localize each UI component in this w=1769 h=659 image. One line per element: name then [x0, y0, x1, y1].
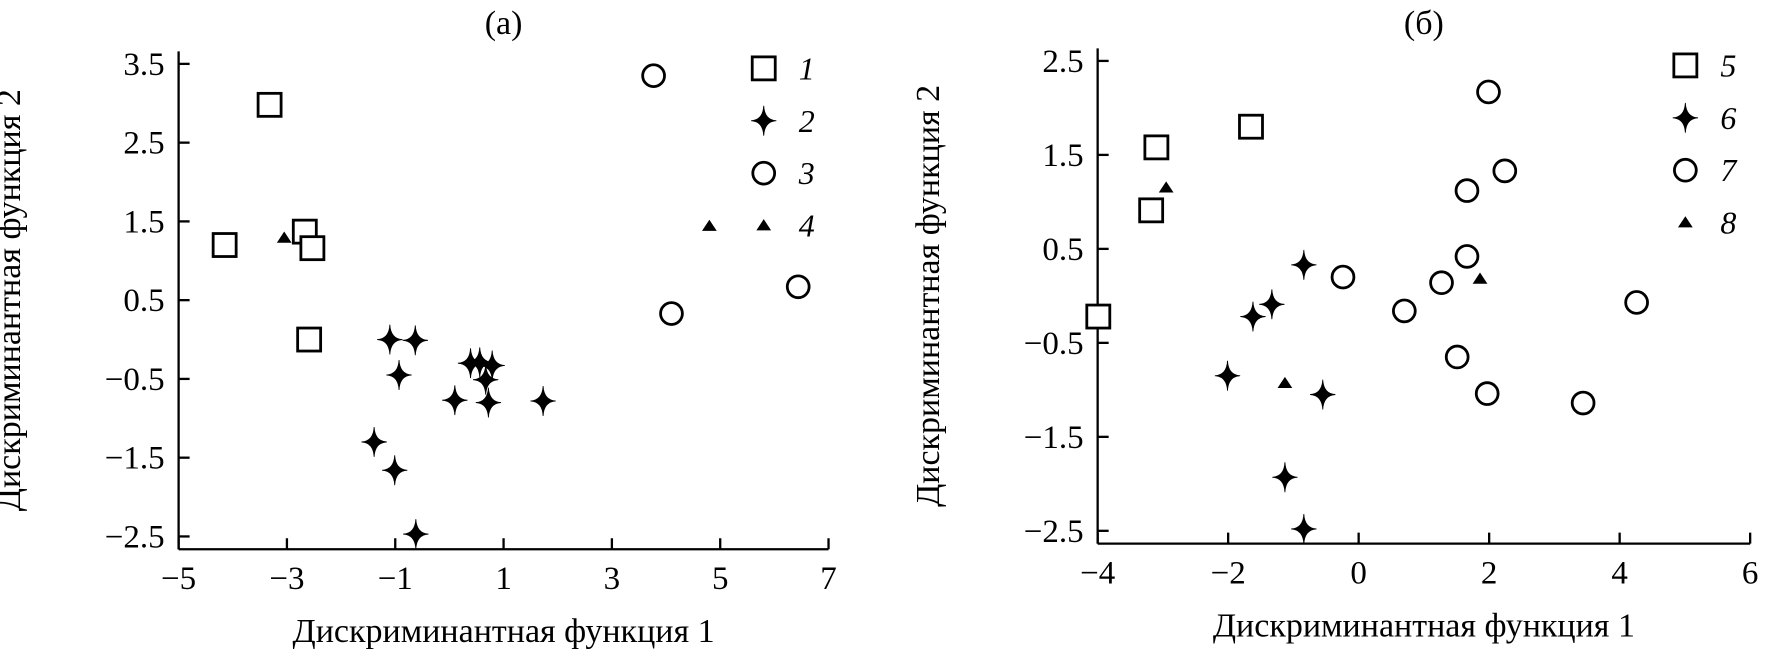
svg-text:Дискриминантная функция 1: Дискриминантная функция 1 — [293, 613, 715, 650]
svg-text:3: 3 — [604, 561, 621, 597]
svg-text:1: 1 — [799, 50, 815, 86]
svg-text:Дискриминантная функция 2: Дискриминантная функция 2 — [910, 85, 947, 507]
svg-text:2.5: 2.5 — [123, 126, 164, 162]
svg-text:−2: −2 — [1211, 556, 1246, 592]
svg-text:0.5: 0.5 — [1042, 232, 1083, 268]
svg-text:Дискриминантная функция 1: Дискриминантная функция 1 — [1213, 608, 1635, 645]
svg-text:−0.5: −0.5 — [105, 362, 165, 398]
svg-text:7: 7 — [820, 561, 837, 597]
svg-text:−2.5: −2.5 — [105, 519, 165, 555]
svg-text:−2.5: −2.5 — [1024, 514, 1084, 550]
svg-text:5: 5 — [1720, 47, 1736, 83]
svg-text:8: 8 — [1720, 205, 1736, 241]
svg-text:−1: −1 — [378, 561, 413, 597]
svg-text:3: 3 — [798, 155, 815, 191]
svg-text:−1.5: −1.5 — [105, 441, 165, 477]
svg-text:2.5: 2.5 — [1042, 44, 1083, 80]
svg-text:6: 6 — [1720, 100, 1736, 136]
svg-text:4: 4 — [1611, 556, 1628, 592]
svg-text:7: 7 — [1720, 152, 1738, 188]
svg-text:0: 0 — [1350, 556, 1367, 592]
svg-text:4: 4 — [799, 208, 815, 244]
svg-text:−1.5: −1.5 — [1024, 420, 1084, 456]
svg-text:2: 2 — [1481, 556, 1498, 592]
svg-text:(б): (б) — [1404, 5, 1444, 42]
svg-text:0.5: 0.5 — [123, 283, 164, 319]
svg-text:6: 6 — [1742, 556, 1759, 592]
svg-text:−4: −4 — [1080, 556, 1115, 592]
svg-text:(a): (a) — [485, 5, 523, 42]
svg-text:1.5: 1.5 — [1042, 138, 1083, 174]
svg-text:1: 1 — [495, 561, 512, 597]
svg-text:−3: −3 — [269, 561, 304, 597]
svg-text:5: 5 — [712, 561, 729, 597]
svg-text:−5: −5 — [161, 561, 196, 597]
svg-text:−0.5: −0.5 — [1024, 326, 1084, 362]
svg-text:3.5: 3.5 — [123, 47, 164, 83]
svg-text:Дискриминантная функция 2: Дискриминантная функция 2 — [0, 89, 28, 511]
svg-text:2: 2 — [799, 103, 815, 139]
svg-text:1.5: 1.5 — [123, 204, 164, 240]
